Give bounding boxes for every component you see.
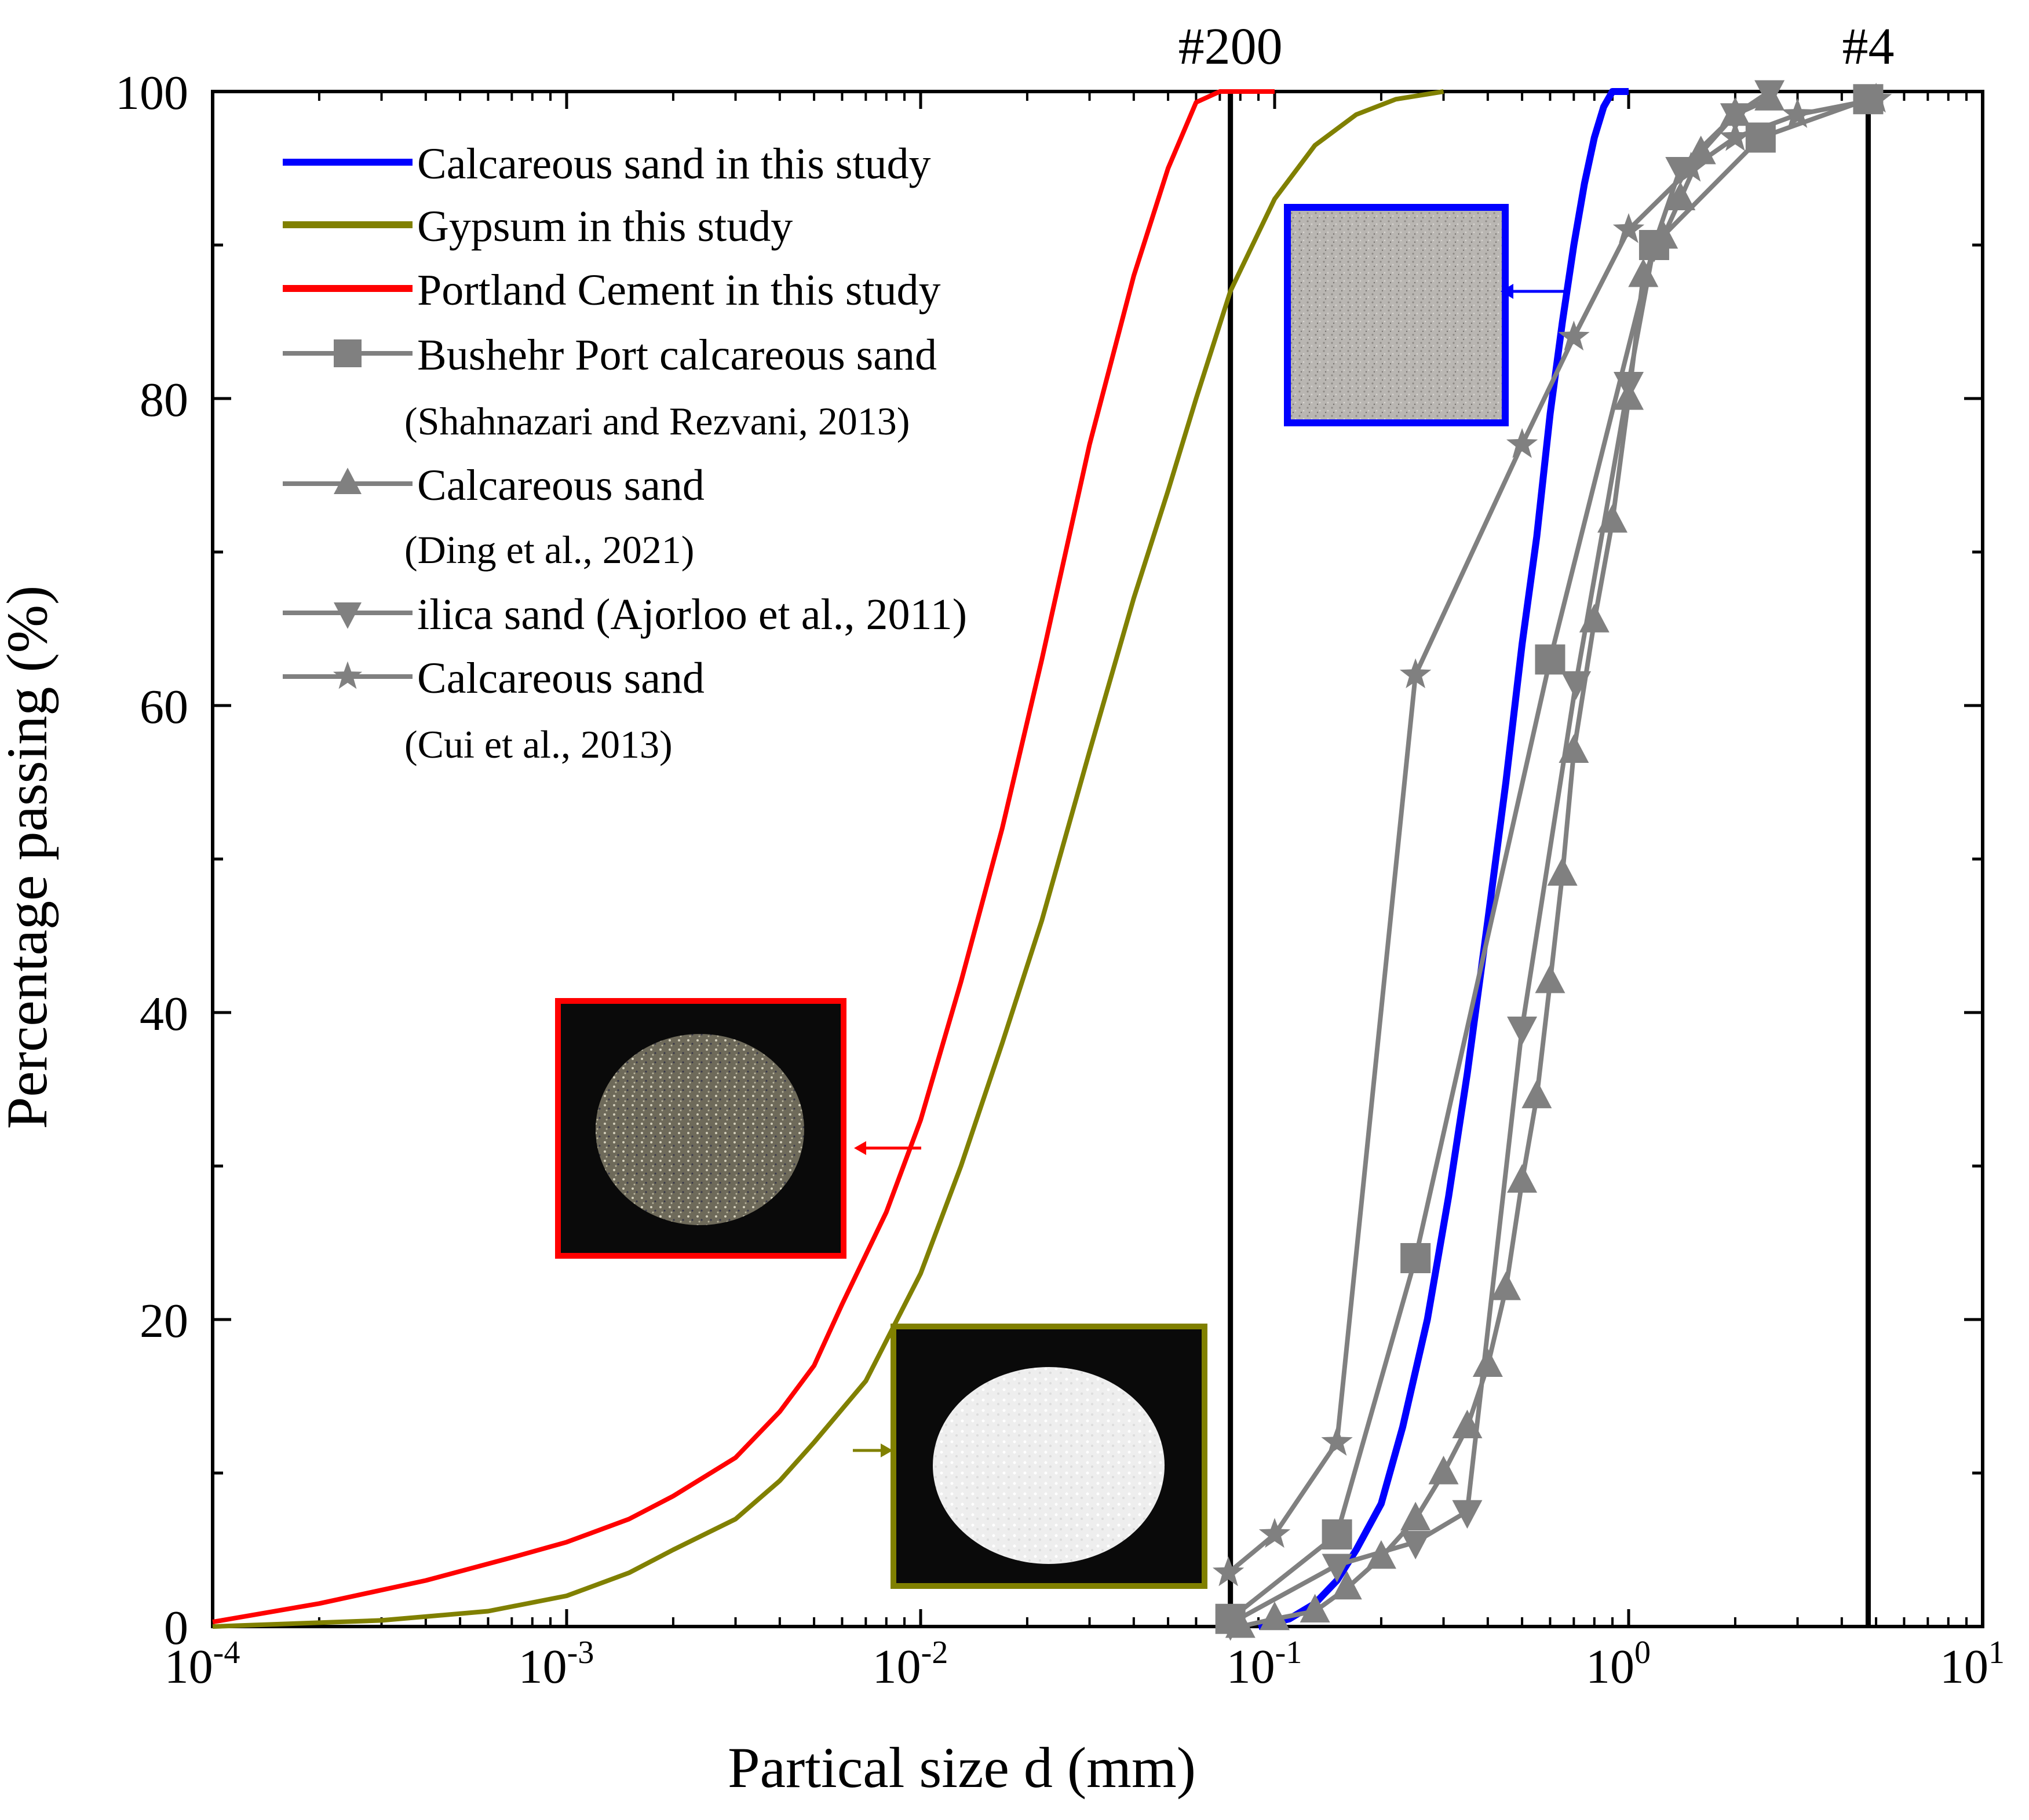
data-point [1212, 1556, 1245, 1587]
y-axis-ticks: 0 20 40 60 80 100 [115, 66, 1983, 1655]
legend: Calcareous sand in this study Gypsum in t… [283, 140, 967, 766]
series-layer [212, 80, 1892, 1641]
data-point [1321, 1426, 1353, 1456]
series-2 [212, 89, 1275, 1625]
data-point [1400, 1243, 1431, 1273]
data-point [1399, 658, 1432, 689]
series-line [212, 89, 1275, 1625]
y-axis-label: Percentage passing (%) [0, 586, 59, 1130]
series-6 [1212, 82, 1892, 1587]
data-point [1400, 1501, 1431, 1530]
data-point [1258, 1518, 1291, 1548]
sieve-label: #4 [1842, 18, 1894, 75]
data-point [1215, 1612, 1246, 1641]
data-point [1400, 1530, 1431, 1560]
gypsum-photo-inset [853, 1324, 1207, 1589]
y-tick-label: 80 [140, 373, 188, 427]
legend-label: ilica sand (Ajorloo et al., 2011) [417, 590, 967, 639]
sieve-reference-lines: #200 #4 [1178, 18, 1894, 1627]
x-tick-label: 10-1 [1227, 1635, 1302, 1694]
legend-label: Calcareous sand in this study [417, 140, 931, 188]
data-point [1860, 82, 1892, 113]
data-point [1558, 320, 1590, 351]
data-point [1665, 181, 1696, 210]
legend-citation: (Ding et al., 2021) [404, 528, 694, 572]
x-tick-label: 100 [1586, 1635, 1651, 1694]
legend-label: Calcareous sand [417, 654, 705, 703]
data-point [1491, 1271, 1521, 1300]
legend-label: Calcareous sand [417, 461, 705, 510]
data-point [1561, 671, 1592, 700]
legend-citation: (Shahnazari and Rezvani, 2013) [404, 399, 910, 443]
series-5 [1215, 80, 1785, 1641]
data-point [1331, 1570, 1362, 1600]
data-point [1535, 964, 1565, 993]
y-tick-label: 40 [140, 987, 188, 1041]
data-point [1719, 120, 1751, 151]
sieve-label: #200 [1178, 18, 1283, 75]
legend-label: Gypsum in this study [417, 202, 793, 251]
data-point [1720, 103, 1750, 132]
data-point [333, 661, 363, 689]
data-point [1535, 644, 1565, 675]
series-line [212, 89, 1444, 1629]
y-tick-label: 60 [140, 680, 188, 734]
data-point [334, 339, 362, 367]
y-tick-label: 20 [140, 1294, 188, 1348]
y-tick-label: 100 [115, 66, 188, 120]
series-1 [212, 89, 1444, 1629]
legend-label: Portland Cement in this study [417, 266, 941, 315]
data-point [1638, 233, 1669, 262]
data-point [1507, 1164, 1538, 1193]
data-point [1521, 1079, 1552, 1109]
data-point [1507, 1017, 1538, 1046]
data-point [1506, 427, 1538, 458]
data-point [334, 602, 362, 629]
portland-cement-photo-inset [555, 998, 921, 1259]
data-point [1260, 1601, 1290, 1631]
y-tick-label: 0 [164, 1601, 188, 1655]
data-point [1782, 98, 1813, 128]
legend-label: Bushehr Port calcareous sand [417, 331, 937, 379]
series-line [1257, 88, 1629, 1630]
data-point [1300, 1594, 1330, 1622]
data-point [1612, 213, 1645, 243]
x-tick-label: 10-2 [873, 1635, 948, 1694]
x-tick-label: 101 [1940, 1635, 2005, 1694]
data-point [1428, 1456, 1459, 1485]
data-point [1675, 151, 1707, 182]
data-point [1322, 1519, 1352, 1549]
data-point [1614, 372, 1644, 401]
data-point [334, 467, 362, 494]
x-tick-label: 10-3 [519, 1635, 594, 1694]
data-point [1322, 1554, 1352, 1583]
series-0 [1257, 88, 1629, 1630]
x-tick-label: 10-4 [165, 1635, 240, 1694]
data-point [1628, 258, 1659, 287]
data-point [1547, 857, 1578, 886]
data-point [1472, 1348, 1503, 1377]
x-axis-label: Partical size d (mm) [728, 1735, 1196, 1800]
legend-citation: (Cui et al., 2013) [404, 722, 673, 766]
data-point [1452, 1500, 1483, 1529]
calcareous-sand-photo-inset [1284, 204, 1567, 426]
data-point [1754, 80, 1785, 109]
